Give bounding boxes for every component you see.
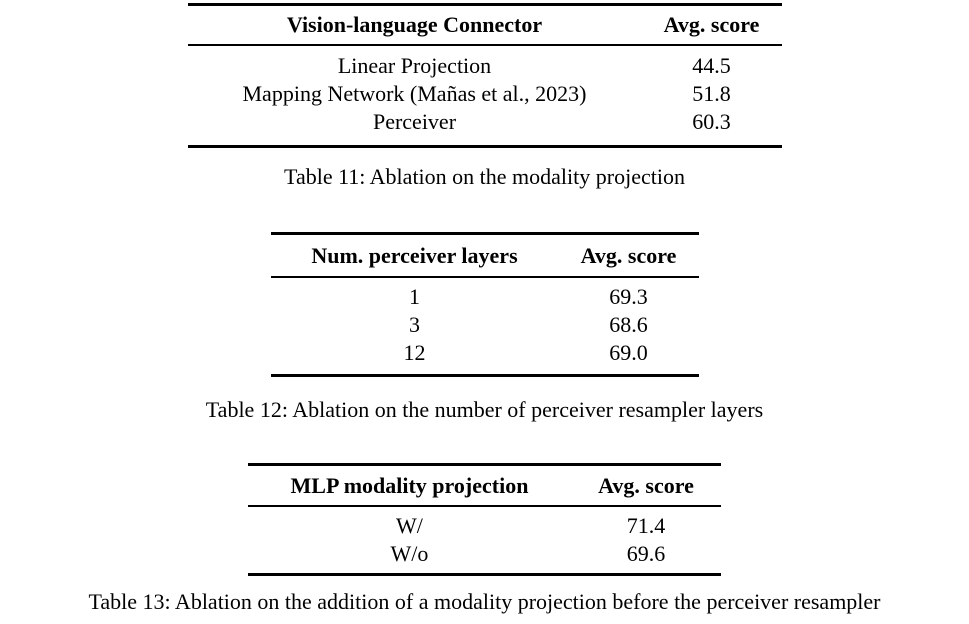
table-cell: 69.3 — [609, 284, 648, 309]
table-cell: 69.6 — [626, 541, 666, 566]
table-cell: 60.3 — [692, 109, 731, 134]
column-header-mlp-projection: MLP modality projection — [248, 464, 571, 507]
table-row: Mapping Network (Mañas et al., 2023) 51.… — [188, 80, 782, 108]
ablation-table-11: Vision-language Connector Avg. score Lin… — [187, 3, 782, 148]
column-header-connector: Vision-language Connector — [187, 4, 642, 46]
table-caption-11: Table 11: Ablation on the modality proje… — [284, 164, 685, 189]
ablation-table-13: MLP modality projection Avg. score W/ 71… — [248, 463, 721, 576]
table-cell: 1 — [409, 284, 420, 309]
table-row: Perceiver 60.3 — [188, 108, 782, 147]
column-header-num-layers: Num. perceiver layers — [270, 233, 559, 278]
table-cell: 68.6 — [609, 312, 648, 337]
table-cell: Mapping Network (Mañas et al., 2023) — [242, 81, 587, 106]
table-cell: 44.5 — [692, 53, 731, 78]
table-cell: Linear Projection — [337, 53, 492, 78]
table-header-row: MLP modality projection Avg. score — [248, 464, 721, 507]
column-header-avg-score: Avg. score — [571, 464, 721, 507]
column-header-avg-score: Avg. score — [558, 233, 699, 278]
table-cell: 12 — [403, 340, 426, 365]
column-header-avg-score: Avg. score — [641, 4, 782, 46]
ablation-table-12-block: Num. perceiver layers Avg. score 1 69.3 … — [0, 232, 969, 423]
ablation-table-11-block: Vision-language Connector Avg. score Lin… — [0, 3, 969, 190]
table-row: W/o 69.6 — [248, 540, 721, 575]
table-cell: W/o — [390, 541, 429, 566]
table-header-row: Num. perceiver layers Avg. score — [270, 233, 699, 278]
table-cell: 3 — [409, 312, 420, 337]
table-caption-12: Table 12: Ablation on the number of perc… — [205, 397, 764, 422]
table-row: 12 69.0 — [271, 339, 699, 376]
table-row: W/ 71.4 — [248, 506, 721, 540]
table-row: Linear Projection 44.5 — [188, 45, 782, 80]
table-row: 3 68.6 — [271, 311, 699, 339]
table-cell: 69.0 — [609, 340, 648, 365]
table-row: 1 69.3 — [271, 277, 699, 311]
ablation-table-13-block: MLP modality projection Avg. score W/ 71… — [0, 463, 969, 615]
table-cell: W/ — [396, 513, 423, 538]
table-caption-13: Table 13: Ablation on the addition of a … — [88, 589, 881, 614]
paper-page: Vision-language Connector Avg. score Lin… — [0, 3, 969, 615]
table-cell: 51.8 — [692, 81, 731, 106]
ablation-table-12: Num. perceiver layers Avg. score 1 69.3 … — [270, 232, 699, 377]
table-header-row: Vision-language Connector Avg. score — [187, 4, 782, 46]
table-cell: 71.4 — [626, 513, 666, 538]
table-cell: Perceiver — [372, 109, 457, 134]
